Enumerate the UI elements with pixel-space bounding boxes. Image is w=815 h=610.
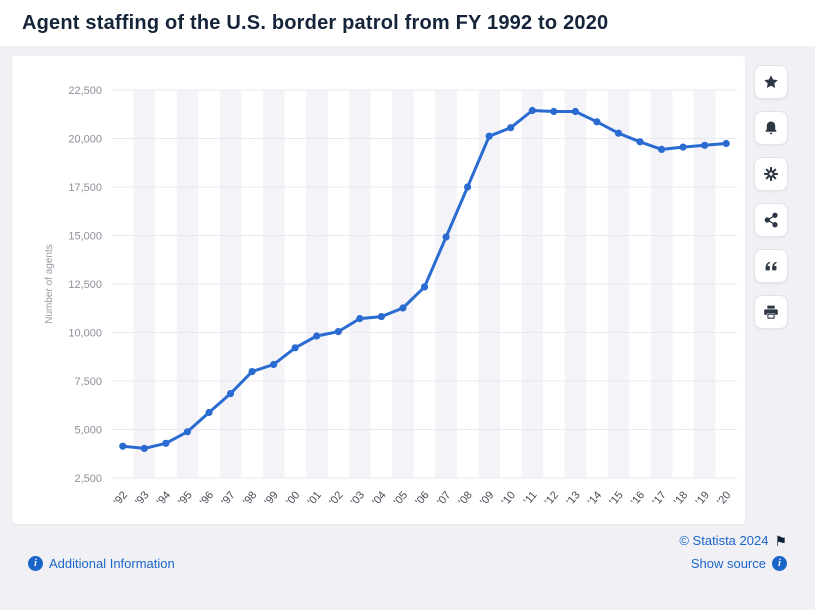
svg-text:'14: '14 [586, 489, 604, 508]
additional-information-label: Additional Information [49, 556, 175, 571]
svg-text:'17: '17 [650, 489, 668, 508]
svg-text:'20: '20 [715, 489, 733, 508]
svg-text:'09: '09 [478, 489, 496, 508]
svg-text:2,500: 2,500 [74, 473, 102, 485]
info-icon: i [28, 556, 43, 571]
svg-text:17,500: 17,500 [68, 182, 102, 194]
svg-text:'95: '95 [176, 489, 194, 508]
statista-copyright[interactable]: © Statista 2024 ⚑ [679, 533, 787, 548]
svg-text:7,500: 7,500 [74, 376, 102, 388]
svg-text:Number of agents: Number of agents [44, 244, 55, 324]
footer-links-row: i Additional Information Show source i [0, 548, 815, 571]
svg-text:'15: '15 [607, 489, 625, 508]
print-icon [764, 305, 778, 319]
svg-text:'13: '13 [564, 489, 582, 508]
svg-text:'94: '94 [155, 489, 173, 508]
svg-text:'18: '18 [672, 489, 690, 508]
bell-icon [765, 121, 777, 135]
chart-card: 2,500 5,000 7,500 10,000 12,500 15,000 17,500 2… [12, 56, 745, 524]
svg-text:'11: '11 [522, 489, 540, 507]
svg-text:12,500: 12,500 [68, 279, 102, 291]
svg-text:'93: '93 [133, 489, 151, 508]
svg-text:'08: '08 [456, 489, 474, 508]
main-area: 2,500 5,000 7,500 10,000 12,500 15,000 17,500 2… [0, 46, 815, 524]
show-source-link[interactable]: Show source i [691, 556, 787, 571]
page-title: Agent staffing of the U.S. border patrol… [22, 12, 609, 34]
settings-button[interactable] [754, 157, 788, 191]
svg-text:'02: '02 [327, 489, 345, 508]
share-button[interactable] [754, 203, 788, 237]
action-toolbar [754, 56, 788, 524]
copyright-text: © Statista 2024 [679, 533, 769, 548]
show-source-label: Show source [690, 556, 766, 571]
svg-text:22,500: 22,500 [68, 85, 102, 97]
gear-icon [764, 167, 778, 181]
cite-button[interactable] [754, 249, 788, 283]
svg-text:'03: '03 [349, 489, 367, 508]
svg-text:10,000: 10,000 [68, 327, 102, 339]
svg-text:'12: '12 [543, 489, 561, 508]
footer-copyright-row: © Statista 2024 ⚑ [0, 524, 815, 548]
svg-text:'19: '19 [694, 489, 712, 508]
svg-text:'00: '00 [284, 489, 302, 508]
line-chart[interactable]: 2,500 5,000 7,500 10,000 12,500 15,000 17,500 2… [12, 56, 745, 524]
additional-information-link[interactable]: i Additional Information [28, 556, 175, 571]
svg-text:'96: '96 [198, 489, 216, 508]
svg-text:'01: '01 [306, 489, 324, 508]
svg-text:20,000: 20,000 [68, 133, 102, 145]
svg-text:5,000: 5,000 [74, 424, 102, 436]
info-icon: i [772, 556, 787, 571]
svg-text:'05: '05 [392, 489, 410, 508]
svg-text:'06: '06 [413, 489, 431, 508]
quote-icon [765, 261, 777, 271]
svg-text:'98: '98 [241, 489, 259, 508]
star-icon [764, 75, 778, 89]
svg-text:'04: '04 [370, 489, 388, 508]
favorite-button[interactable] [754, 65, 788, 99]
alerts-button[interactable] [754, 111, 788, 145]
statista-flag-icon: ⚑ [774, 532, 787, 549]
svg-text:'16: '16 [629, 489, 647, 508]
svg-text:15,000: 15,000 [68, 230, 102, 242]
share-icon [764, 212, 778, 228]
print-button[interactable] [754, 295, 788, 329]
svg-text:'99: '99 [262, 489, 280, 508]
svg-text:'92: '92 [112, 489, 130, 508]
page-header: Agent staffing of the U.S. border patrol… [0, 0, 815, 46]
svg-text:'10: '10 [500, 489, 518, 508]
svg-text:'97: '97 [219, 489, 237, 508]
svg-text:'07: '07 [435, 489, 453, 508]
